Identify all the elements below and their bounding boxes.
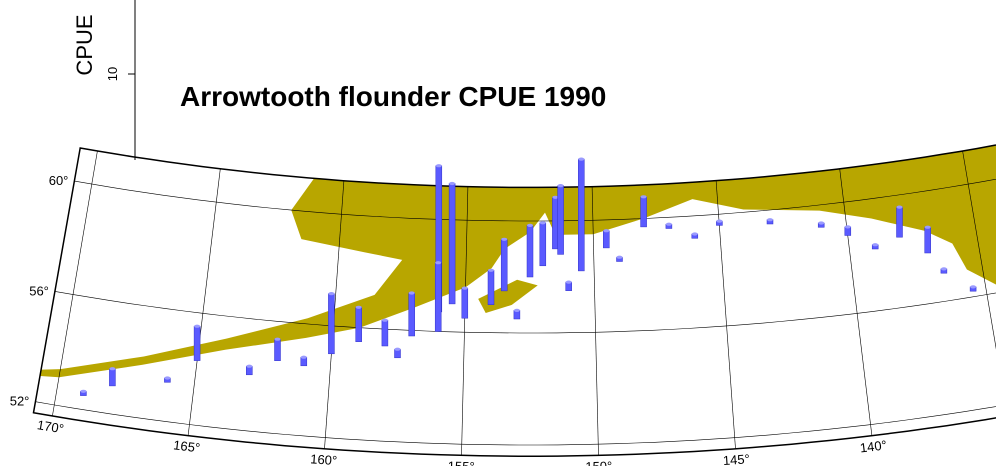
lon-tick-label: 140° xyxy=(859,437,887,455)
bar-cap xyxy=(527,223,533,227)
bar-cap xyxy=(109,367,116,371)
bar-cap xyxy=(449,181,456,186)
axis-tick-label: 10 xyxy=(105,67,120,81)
map-title: Arrowtooth flounder CPUE 1990 xyxy=(180,81,606,112)
cpue-bar xyxy=(539,222,547,267)
cpue-bar xyxy=(328,293,335,355)
bar-cap xyxy=(578,157,585,161)
meridian xyxy=(962,150,996,417)
parallel xyxy=(35,366,996,446)
meridian xyxy=(187,168,221,436)
bar-cap xyxy=(435,164,442,168)
bar-cap xyxy=(940,267,947,271)
bar-cap xyxy=(557,184,564,188)
bar-cap xyxy=(691,232,698,236)
meridian xyxy=(461,186,469,456)
bar-cap xyxy=(274,337,281,341)
bar-cap xyxy=(501,237,508,241)
cpue-bar xyxy=(500,239,508,292)
lon-tick-label: 160° xyxy=(310,451,338,466)
cpue-bar xyxy=(461,287,469,319)
bar-cap xyxy=(552,195,559,199)
cpue-bar xyxy=(193,325,201,361)
bar-cap xyxy=(194,324,201,328)
lat-tick-label: 56° xyxy=(29,283,49,298)
bar-cap xyxy=(924,225,931,229)
cpue-bar xyxy=(924,226,931,254)
bar-cap xyxy=(616,255,623,259)
bar-cap xyxy=(381,318,388,322)
lon-tick-label: 170° xyxy=(36,417,65,436)
bar-cap xyxy=(818,221,825,225)
bar-cap xyxy=(408,291,415,295)
parallel xyxy=(74,148,996,222)
bar-cap xyxy=(767,218,773,222)
map-frame xyxy=(32,144,996,457)
bar-cap xyxy=(513,308,520,312)
lon-tick-label: 145° xyxy=(722,451,750,466)
cpue-bar xyxy=(434,262,442,332)
cpue-bar xyxy=(109,368,116,387)
meridian xyxy=(591,186,599,456)
bar-cap xyxy=(394,347,401,351)
cpue-bar xyxy=(355,307,362,342)
lon-tick-label: 155° xyxy=(448,458,475,466)
cpue-bar xyxy=(557,185,564,255)
land xyxy=(478,279,538,313)
cpue-bar xyxy=(408,292,415,337)
bar-cap xyxy=(665,222,672,226)
map-area xyxy=(33,116,996,456)
bar-cap xyxy=(872,243,879,247)
lon-tick-label: 150° xyxy=(585,458,612,466)
cpue-bar xyxy=(381,319,389,347)
cpue-bar xyxy=(274,338,281,361)
bar-cap xyxy=(300,355,307,359)
lon-tick-label: 135° xyxy=(995,417,996,436)
cpue-bar xyxy=(578,158,585,272)
lat-tick-label: 52° xyxy=(10,394,30,409)
meridian xyxy=(839,168,873,436)
bar-cap xyxy=(164,376,171,380)
cpue-bar xyxy=(640,196,647,228)
bar-cap xyxy=(716,219,723,223)
bar-cap xyxy=(970,285,977,289)
bar-cap xyxy=(844,225,851,229)
lon-tick-label: 165° xyxy=(172,437,200,455)
bar-cap xyxy=(896,205,903,209)
bar-cap xyxy=(435,261,442,265)
bar-cap xyxy=(461,286,468,290)
lat-tick-label: 60° xyxy=(49,173,69,188)
parallel xyxy=(54,257,996,334)
cpue-bar xyxy=(487,270,495,305)
cpue-bar xyxy=(526,225,534,278)
bar-cap xyxy=(328,292,335,296)
cpue-bar xyxy=(603,230,610,249)
axis-label: CPUE xyxy=(72,14,97,75)
bar-cap xyxy=(80,389,87,393)
cpue-bar xyxy=(896,206,903,238)
bar-cap xyxy=(603,229,610,233)
bar-cap xyxy=(246,364,253,368)
bar-cap xyxy=(539,221,546,225)
land xyxy=(33,116,996,378)
bar-cap xyxy=(355,305,362,309)
bar-cap xyxy=(640,195,647,199)
bar-cap xyxy=(488,268,494,272)
meridian xyxy=(52,150,98,417)
bar-cap xyxy=(565,280,572,284)
cpue-bar xyxy=(448,183,456,305)
